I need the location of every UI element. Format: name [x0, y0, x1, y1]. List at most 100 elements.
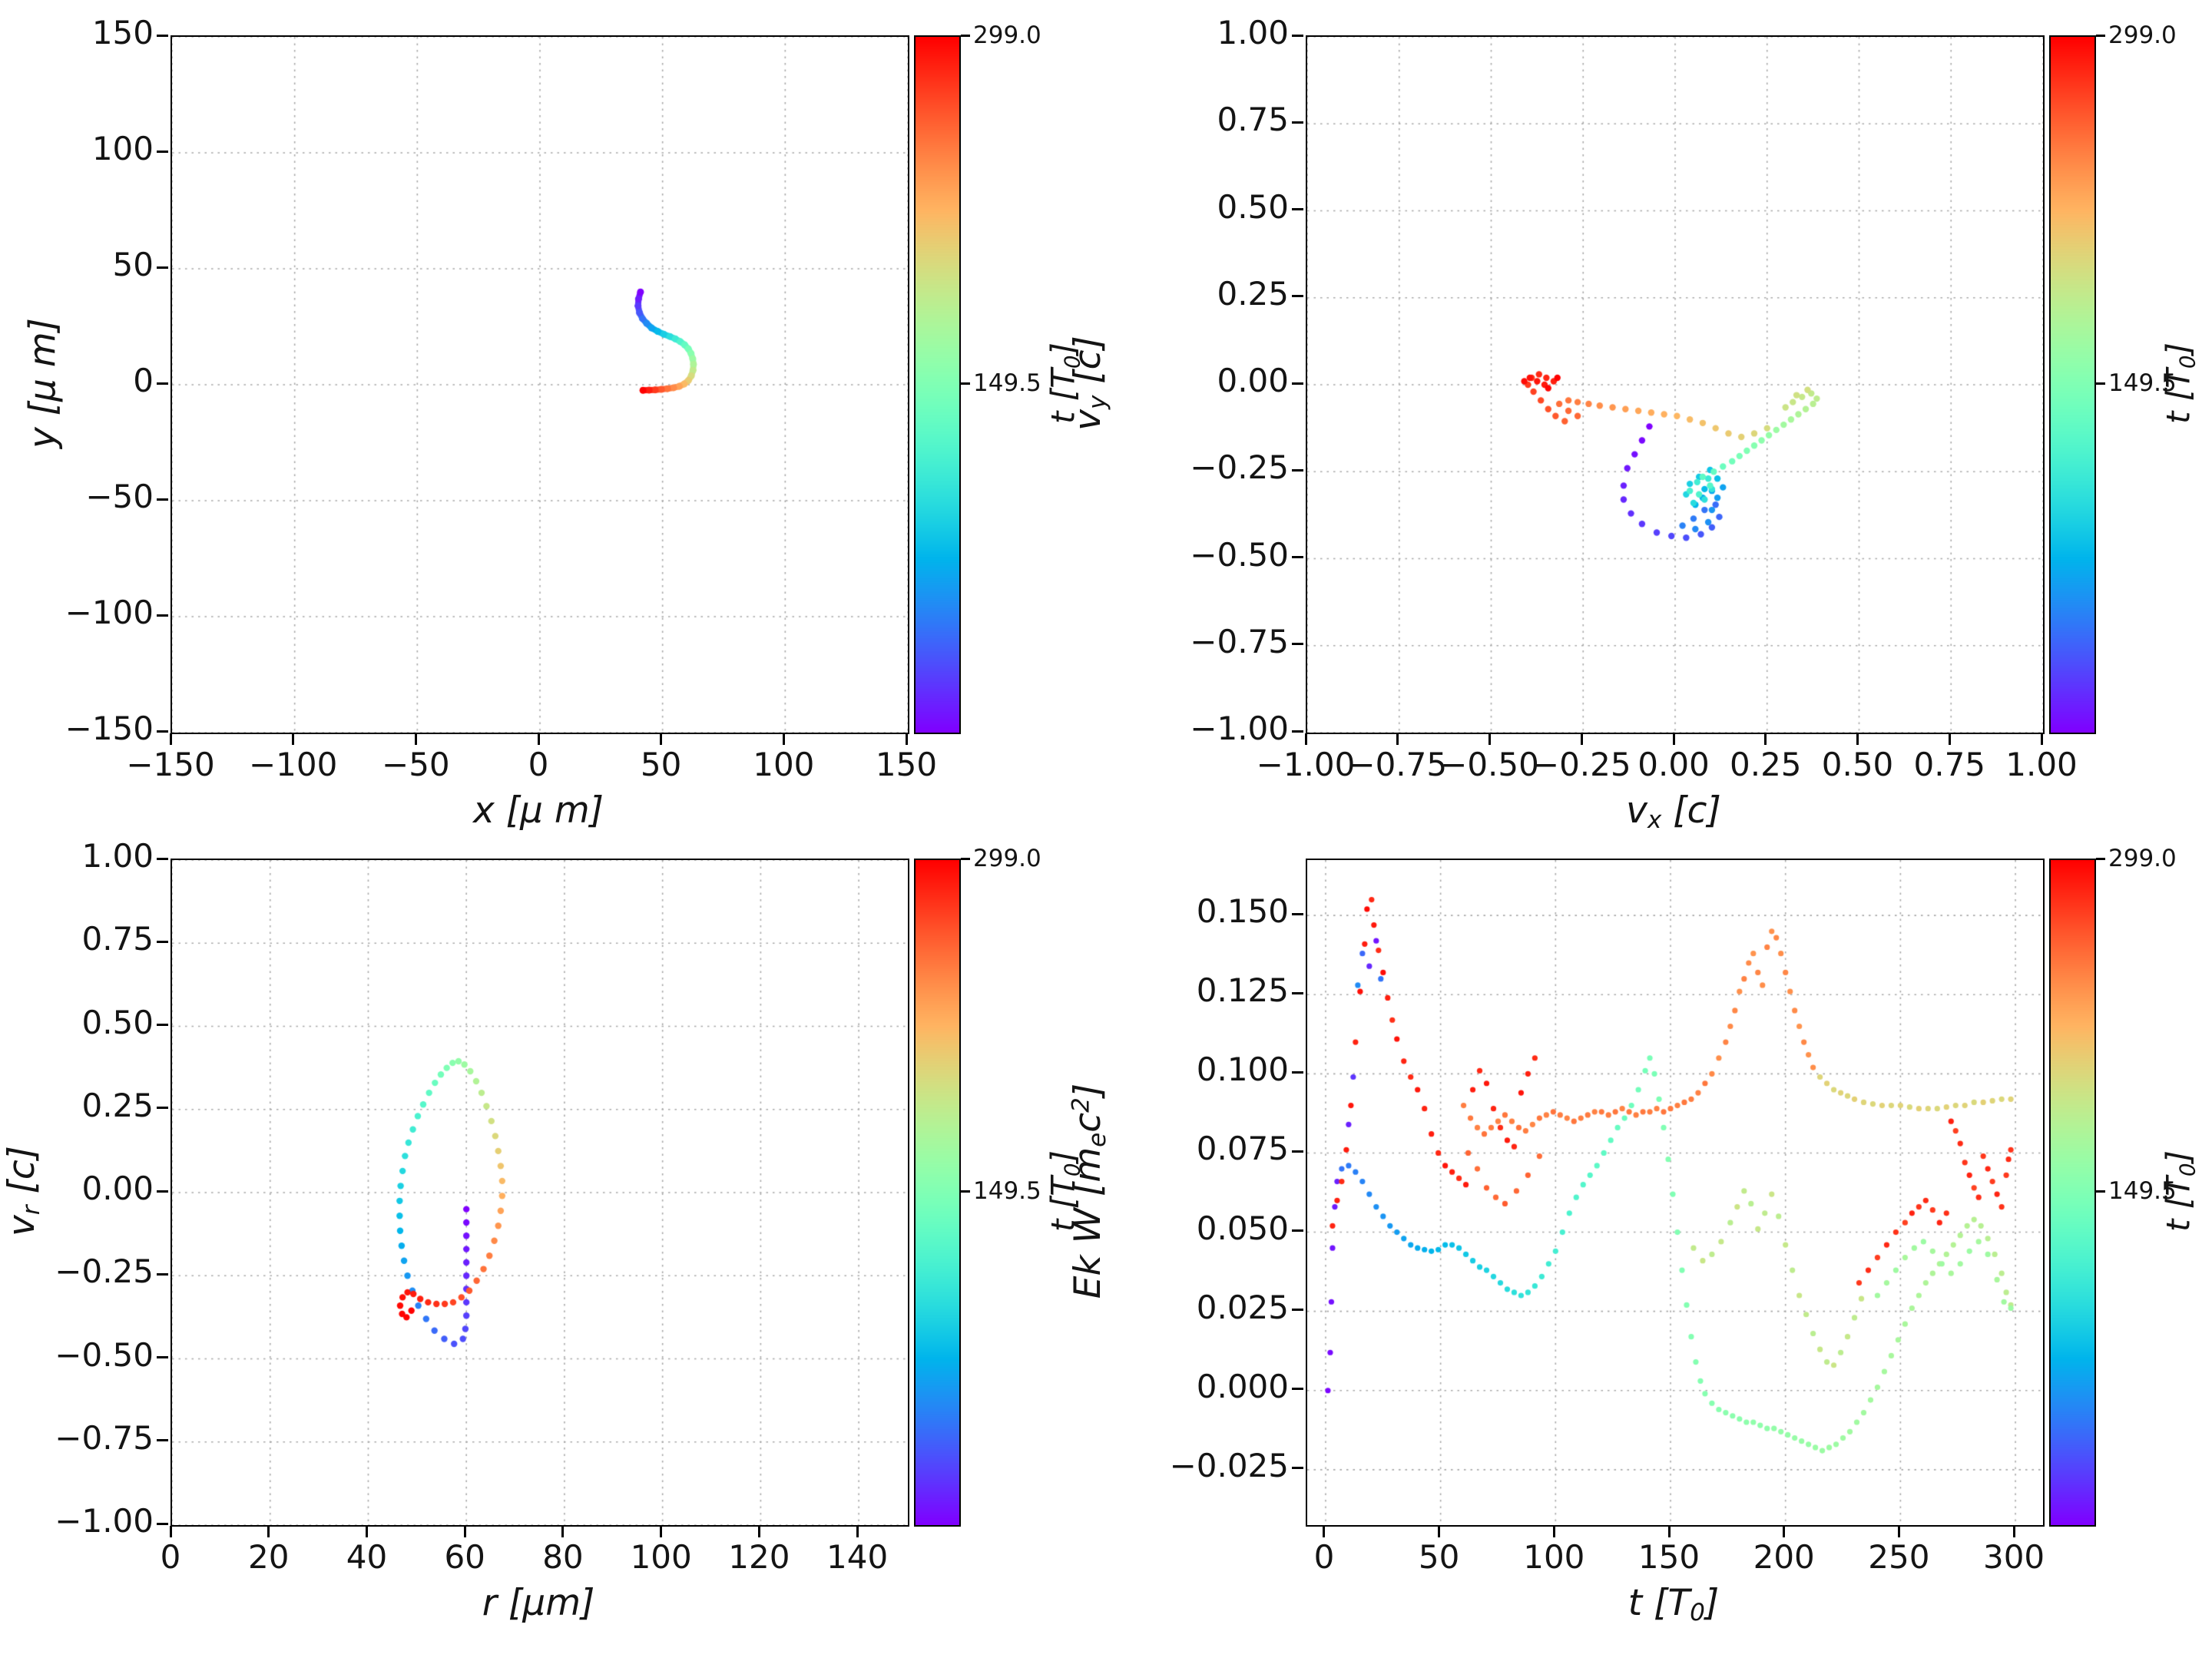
x-tick-label: 1.00	[2005, 746, 2078, 783]
x-tick-label: 200	[1753, 1538, 1815, 1576]
y-tick-label: 150	[91, 14, 154, 51]
x-tick-label: 100	[1523, 1538, 1585, 1576]
y-tick-mark	[1292, 34, 1303, 37]
y-tick-label: 1.00	[81, 837, 154, 875]
x-tick-mark	[1948, 733, 1951, 745]
x-tick-mark	[1856, 733, 1859, 745]
y-tick-mark	[157, 1107, 168, 1110]
y-tick-mark	[1292, 1150, 1303, 1153]
x-tick-label: 100	[753, 746, 815, 783]
colorbar-energy-vs-time	[2049, 859, 2096, 1527]
y-tick-mark	[1292, 912, 1303, 915]
x-tick-label: 0.75	[1913, 746, 1986, 783]
colorbar-tick-label: 149.5	[973, 1177, 1041, 1205]
x-tick-mark	[1552, 1526, 1555, 1537]
y-tick-mark	[1292, 1229, 1303, 1233]
x-tick-label: 40	[346, 1538, 388, 1576]
y-tick-label: 0.25	[1217, 274, 1289, 313]
y-tick-mark	[1292, 208, 1303, 210]
y-tick-mark	[157, 940, 168, 943]
colorbar-tick-mark	[2096, 34, 2105, 37]
y-tick-mark	[157, 1190, 168, 1193]
x-tick-mark	[2012, 1526, 2015, 1537]
x-tick-mark	[1672, 733, 1675, 745]
y-tick-mark	[157, 382, 168, 385]
colorbar-tick-mark	[961, 1190, 970, 1193]
x-tick-label: 50	[640, 746, 682, 783]
y-tick-mark	[1292, 1388, 1303, 1391]
x-tick-label: 80	[542, 1538, 584, 1576]
x-tick-mark	[365, 1526, 368, 1537]
plot-area-trajectory-xy	[171, 35, 909, 734]
y-tick-label: 50	[112, 246, 154, 283]
y-tick-mark	[1292, 121, 1303, 124]
y-tick-mark	[1292, 730, 1303, 733]
y-tick-label: −50	[85, 478, 154, 515]
y-tick-label: −0.50	[1190, 535, 1289, 574]
y-tick-mark	[1292, 556, 1303, 558]
colorbar-trajectory-xy	[914, 35, 961, 734]
x-tick-mark	[1304, 733, 1307, 745]
y-tick-label: 0.150	[1196, 892, 1289, 931]
y-tick-mark	[157, 730, 168, 733]
colorbar-tick-label: 149.5	[2108, 1177, 2177, 1205]
x-tick-mark	[537, 733, 540, 745]
x-tick-label: 140	[826, 1538, 889, 1576]
y-tick-mark	[157, 614, 168, 617]
x-tick-label: 50	[1418, 1538, 1460, 1576]
x-tick-mark	[856, 1526, 859, 1537]
y-tick-label: −0.75	[1190, 622, 1289, 660]
y-tick-label: −1.00	[1190, 710, 1289, 747]
x-tick-mark	[1396, 733, 1399, 745]
y-tick-mark	[1292, 468, 1303, 472]
colorbar-tick-mark	[2096, 857, 2105, 860]
colorbar-tick-mark	[2096, 1190, 2105, 1193]
x-tick-label: 250	[1868, 1538, 1930, 1576]
x-tick-label: 0	[528, 746, 549, 783]
y-tick-mark	[1292, 382, 1303, 385]
x-tick-label: −0.50	[1440, 746, 1539, 783]
y-tick-label: 0.025	[1196, 1288, 1289, 1326]
y-tick-label: 0.125	[1196, 971, 1289, 1010]
x-tick-mark	[1438, 1526, 1441, 1537]
y-tick-label: 0.100	[1196, 1051, 1289, 1089]
y-tick-mark	[1292, 643, 1303, 646]
x-tick-mark	[414, 733, 417, 745]
y-tick-mark	[157, 34, 168, 37]
x-tick-mark	[267, 1526, 270, 1537]
y-tick-label: −150	[65, 710, 154, 747]
y-axis-label-energy-vs-time: Ek W [mec2]	[1066, 1083, 1112, 1299]
x-tick-mark	[1783, 1526, 1786, 1537]
x-tick-mark	[292, 733, 295, 745]
y-tick-mark	[157, 1356, 168, 1358]
y-axis-label-trajectory-xy: y [μ m]	[22, 317, 65, 449]
colorbar-tick-mark	[961, 34, 970, 37]
x-tick-mark	[1667, 1526, 1671, 1537]
y-tick-mark	[1292, 1467, 1303, 1470]
x-tick-label: −100	[248, 746, 338, 783]
y-tick-label: 0.050	[1196, 1209, 1289, 1247]
y-tick-label: −0.75	[55, 1418, 154, 1457]
y-axis-label-radial-phase-space: vr [c]	[0, 1145, 46, 1237]
x-tick-label: −0.75	[1348, 746, 1448, 783]
y-tick-label: 100	[91, 130, 154, 167]
plot-area-energy-vs-time	[1306, 859, 2045, 1527]
colorbar-tick-mark	[961, 857, 970, 860]
x-tick-label: 0	[1313, 1538, 1335, 1576]
y-axis-label-velocity-space: vy [c]	[1066, 336, 1112, 431]
x-tick-label: −150	[126, 746, 215, 783]
y-tick-mark	[1292, 295, 1303, 298]
plot-area-radial-phase-space	[171, 859, 909, 1527]
x-tick-label: 0.00	[1637, 746, 1710, 783]
x-tick-mark	[169, 1526, 172, 1537]
x-tick-mark	[1580, 733, 1583, 745]
y-tick-mark	[157, 1439, 168, 1442]
y-tick-mark	[1292, 991, 1303, 994]
y-tick-label: 0.75	[1217, 101, 1289, 139]
x-tick-label: 150	[875, 746, 938, 783]
colorbar-label-energy-vs-time: t [T0]	[2159, 1150, 2200, 1232]
y-tick-label: −0.025	[1169, 1446, 1289, 1484]
y-tick-label: 0.000	[1196, 1367, 1289, 1405]
y-tick-label: 0.00	[1217, 362, 1289, 399]
